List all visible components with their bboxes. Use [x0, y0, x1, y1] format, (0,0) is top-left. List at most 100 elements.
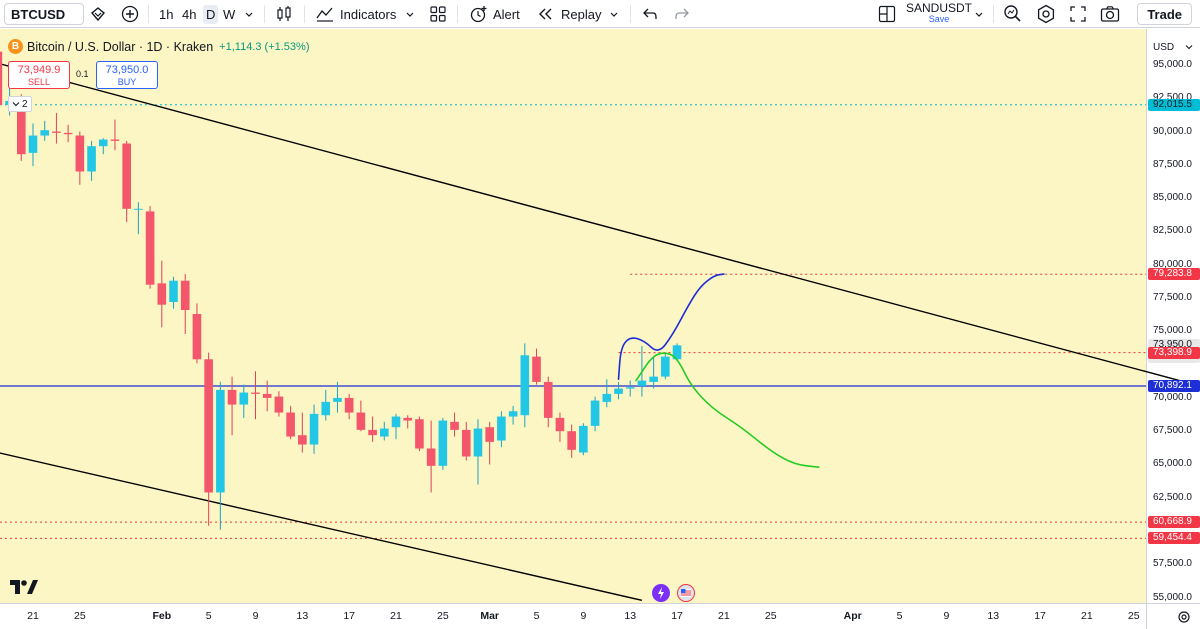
compare-diamond-icon[interactable] [90, 0, 106, 28]
chevron-down-icon[interactable] [244, 0, 254, 28]
axis-settings-corner[interactable] [1146, 603, 1200, 629]
buy-label: BUY [117, 77, 137, 87]
layouts-grid-icon[interactable] [429, 0, 447, 28]
time-tick: 25 [1127, 610, 1140, 622]
price-tick: 67,500.0 [1153, 425, 1192, 437]
undo-icon[interactable] [642, 0, 658, 28]
time-tick: 21 [718, 610, 730, 622]
buy-price: 73,950.0 [105, 64, 149, 76]
replay-button[interactable]: Replay [561, 6, 602, 22]
chevron-down-icon[interactable] [609, 0, 619, 28]
time-tick: Feb [152, 610, 172, 622]
price-tick: 57,500.0 [1153, 558, 1192, 570]
time-tick: 21 [27, 610, 39, 622]
chevron-down-icon [1185, 45, 1193, 50]
indicators-button[interactable]: Indicators [340, 6, 397, 22]
sell-price: 73,949.9 [17, 64, 61, 76]
legend-change: +1,114.3 (+1.53%) [219, 40, 310, 53]
layout-title: SANDUSDT [906, 1, 973, 15]
sell-label: SELL [27, 77, 51, 87]
indicators-icon[interactable] [315, 0, 335, 28]
redo-icon[interactable] [674, 0, 690, 28]
time-tick: 5 [896, 610, 903, 622]
time-tick: 25 [764, 610, 777, 622]
layout-name[interactable]: SANDUSDT Save [906, 0, 972, 28]
price-tick: 90,000.0 [1153, 125, 1192, 137]
price-label-value: 73,950.0 [1153, 339, 1192, 351]
price-label-value: 79,283.8 [1153, 268, 1192, 280]
bitcoin-icon: B [8, 39, 23, 54]
price-tick: 77,500.0 [1153, 292, 1192, 304]
trade-button[interactable]: Trade [1137, 3, 1192, 25]
time-tick: 17 [1034, 610, 1046, 622]
price-label: 59,454.4 [1148, 532, 1200, 545]
interval-w[interactable]: W [223, 6, 236, 22]
tradingview-logo-icon[interactable] [10, 578, 38, 601]
price-tick: 95,000.0 [1153, 58, 1192, 70]
chevron-down-icon[interactable] [974, 0, 984, 28]
legend-title: Bitcoin / U.S. Dollar · 1D · Kraken [27, 39, 214, 54]
alert-clock-icon[interactable] [469, 0, 489, 28]
chevron-down-icon [12, 102, 20, 107]
interval-d[interactable]: D [203, 5, 219, 24]
economic-event-flag-icon[interactable] [677, 584, 695, 602]
price-tick: 92,500.0 [1153, 92, 1192, 104]
price-tick: 85,000.0 [1153, 192, 1192, 204]
chart-pane[interactable] [0, 29, 1146, 603]
buy-button[interactable]: 73,950.0 BUY [96, 61, 158, 89]
price-tick: 75,000.0 [1153, 325, 1192, 337]
time-tick: 9 [252, 610, 259, 622]
dividends-event-icon[interactable] [652, 584, 670, 602]
layout-icon[interactable] [878, 0, 896, 28]
price-label: 60,668.9 [1148, 516, 1200, 529]
price-label: 79,283.8 [1148, 268, 1200, 281]
price-label-value: 70,892.1 [1153, 380, 1192, 392]
time-tick: 25 [73, 610, 86, 622]
price-tick: 65,000.0 [1153, 458, 1192, 470]
spread-value: 0.1 [76, 69, 89, 79]
chevron-down-icon[interactable] [405, 0, 415, 28]
price-tick: 70,000.0 [1153, 391, 1192, 403]
time-tick: 9 [580, 610, 587, 622]
save-label: Save [928, 14, 950, 24]
symbol-search[interactable]: BTCUSD [4, 3, 84, 25]
time-tick: 5 [205, 610, 212, 622]
time-tick: 17 [671, 610, 683, 622]
time-tick: 13 [987, 610, 1000, 622]
add-symbol-icon[interactable] [121, 0, 139, 28]
time-tick: 13 [624, 610, 637, 622]
price-tick: 82,500.0 [1153, 225, 1192, 237]
price-label: 73,398.9 [1148, 346, 1200, 359]
time-tick: 17 [343, 610, 355, 622]
settings-gear-icon[interactable] [1036, 0, 1056, 28]
alert-button[interactable]: Alert [493, 6, 520, 22]
price-tick: 62,500.0 [1153, 491, 1192, 503]
price-label-value: 73,398.9 [1153, 346, 1192, 358]
collapse-count: 2 [22, 98, 28, 110]
time-tick: 13 [296, 610, 309, 622]
camera-icon[interactable] [1100, 0, 1120, 28]
price-label-value: 60,668.9 [1153, 516, 1192, 528]
time-tick: 21 [390, 610, 402, 622]
currency-select[interactable]: USD [1150, 38, 1196, 56]
gear-icon[interactable] [1147, 604, 1200, 629]
sell-button[interactable]: 73,949.9 SELL [8, 61, 70, 89]
interval-1h[interactable]: 1h [159, 6, 174, 22]
time-tick: 5 [533, 610, 540, 622]
fullscreen-icon[interactable] [1069, 0, 1087, 28]
time-tick: 21 [1081, 610, 1093, 622]
currency-label: USD [1153, 41, 1175, 53]
price-tick: 80,000.0 [1153, 258, 1192, 270]
top-toolbar: BTCUSD 1h 4h D W Indicators Alert Replay [0, 0, 1200, 28]
time-tick: Mar [480, 610, 500, 622]
price-label: 70,892.1 [1148, 380, 1200, 393]
symbol-legend[interactable]: B Bitcoin / U.S. Dollar · 1D · Kraken +1… [8, 39, 309, 54]
time-tick: 25 [437, 610, 449, 622]
interval-4h[interactable]: 4h [182, 6, 197, 22]
candles-icon[interactable] [276, 0, 292, 28]
time-axis[interactable] [0, 603, 1146, 629]
quick-search-icon[interactable] [1003, 0, 1023, 28]
replay-icon[interactable] [537, 0, 555, 28]
time-tick: Apr [843, 610, 862, 622]
collapse-indicators-button[interactable]: 2 [8, 96, 32, 112]
